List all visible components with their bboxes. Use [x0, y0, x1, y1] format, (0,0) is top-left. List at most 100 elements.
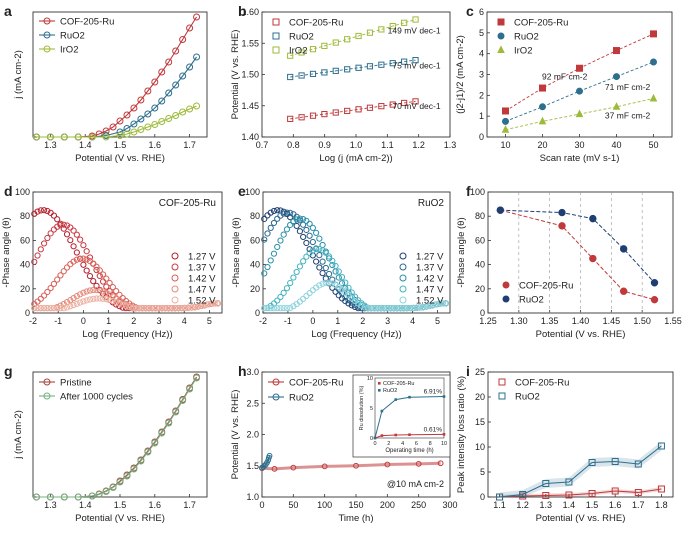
data-point [575, 109, 584, 118]
data-point [179, 36, 187, 43]
data-point [261, 305, 268, 312]
y-tick-label: 60 [20, 235, 30, 245]
inset-data-point [373, 436, 377, 440]
data-point [329, 276, 336, 283]
data-point [70, 258, 77, 265]
legend-label: 1.52 V [416, 296, 444, 307]
data-point [497, 32, 505, 40]
data-point [270, 305, 278, 312]
data-point [300, 258, 307, 265]
inset-data-point [408, 433, 411, 436]
x-axis-label: Log (Frequency (Hz)) [82, 329, 172, 340]
data-point [274, 297, 281, 304]
data-point [151, 78, 159, 86]
data-point [86, 287, 94, 294]
data-point [588, 459, 596, 466]
x-tick-label: 1.7 [632, 500, 645, 510]
legend-label: IrO2 [289, 46, 307, 57]
data-point [399, 296, 407, 304]
data-point [60, 305, 67, 312]
data-point [90, 286, 97, 294]
inset-x-tick-label: 0 [373, 441, 376, 447]
data-point [436, 300, 443, 307]
data-point [95, 491, 103, 498]
series-line [36, 105, 197, 138]
data-point [109, 484, 117, 491]
data-point [501, 125, 510, 133]
legend-label: COF-205-Ru [514, 18, 568, 29]
data-point [272, 378, 280, 386]
data-point [348, 302, 355, 309]
data-point [194, 303, 202, 310]
x-tick-label: 1.5 [114, 500, 127, 510]
x-tick-label: 5 [435, 316, 440, 326]
data-point [86, 254, 94, 261]
inset-background [352, 374, 451, 458]
data-point [135, 305, 143, 312]
data-point [54, 276, 61, 283]
data-point [93, 266, 100, 274]
panel-f: 1.25 1.30 1.35 1.40 1.45 1.50 1.55 0 20 40 60 80 100… [456, 187, 682, 340]
data-point [290, 464, 297, 471]
data-point [43, 17, 51, 25]
data-point [80, 298, 87, 305]
data-point [158, 97, 166, 105]
data-point [109, 284, 116, 291]
x-tick-label: 150 [348, 500, 363, 510]
data-point [558, 208, 566, 217]
data-point [298, 49, 305, 56]
x-tick-label: 1.4 [79, 500, 92, 510]
data-point [267, 224, 274, 231]
data-point [296, 263, 304, 270]
y-tick-label: 80 [20, 211, 30, 221]
data-point [113, 299, 120, 306]
data-point [277, 305, 284, 312]
data-point [287, 115, 294, 122]
panel-letter-f: f [466, 183, 471, 199]
data-point [60, 268, 67, 275]
data-point [172, 47, 180, 55]
data-point [171, 263, 179, 271]
data-point [172, 112, 180, 119]
data-point [188, 304, 195, 311]
x-tick-label: 300 [442, 500, 457, 510]
data-point [40, 305, 48, 312]
condition-annotation: @10 mA cm-2 [387, 479, 444, 489]
data-point [439, 300, 446, 307]
data-point [165, 58, 173, 66]
y-tick-label: 15 [475, 417, 485, 427]
data-point [165, 305, 172, 312]
legend-label: Pristine [60, 378, 92, 389]
data-point [83, 288, 90, 295]
data-point [181, 304, 189, 312]
panel-e: -2 -1 0 1 2 3 4 5 0 20 40 60 80 100 Log (Frequency (Hz… [231, 187, 451, 340]
data-point [88, 492, 96, 500]
data-point [179, 72, 187, 80]
data-point [399, 252, 407, 260]
legend-label: IrO2 [60, 45, 78, 56]
data-point [40, 207, 48, 214]
y-tick-label: 0 [480, 492, 485, 502]
x-tick-label: 50 [648, 140, 658, 150]
data-point [198, 302, 205, 310]
data-point [103, 296, 110, 303]
data-point [123, 130, 131, 138]
data-point [403, 305, 410, 312]
data-point [335, 274, 342, 281]
data-point [149, 305, 156, 312]
data-point [54, 305, 61, 312]
data-point [46, 493, 54, 501]
data-point [293, 216, 300, 223]
data-point [384, 305, 391, 312]
data-point [73, 293, 80, 300]
y-tick-label: 40 [250, 260, 260, 270]
data-point [399, 285, 407, 293]
data-point [283, 209, 291, 216]
data-point [266, 452, 273, 459]
data-point [303, 253, 310, 260]
data-point [83, 297, 90, 304]
y-axis-label: j (mA cm-2) [13, 50, 24, 100]
data-point [102, 133, 110, 141]
data-point [158, 68, 166, 76]
